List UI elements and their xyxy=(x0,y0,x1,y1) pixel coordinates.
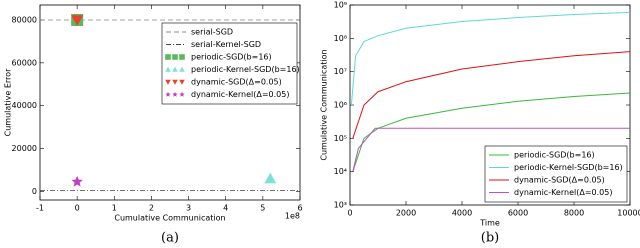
x-tick-label: 6000 xyxy=(508,209,528,218)
legend-marker xyxy=(165,54,171,60)
legend-marker xyxy=(165,91,171,97)
legend-marker xyxy=(179,54,185,60)
y-tick-label: 0 xyxy=(32,187,37,196)
x-tick-label: 5 xyxy=(260,204,265,213)
x-offset-label: 1e8 xyxy=(285,212,300,221)
legend-label: periodic-SGD(b=16) xyxy=(191,53,272,62)
y-tick-label: 10⁸ xyxy=(334,34,347,43)
legend-marker xyxy=(179,79,185,85)
legend-label: periodic-Kernel-SGD(b=16) xyxy=(191,65,300,74)
legend-label: serial-SGD xyxy=(191,28,233,37)
legend-marker xyxy=(165,79,171,85)
legend-label: dynamic-Kernel(Δ=0.05) xyxy=(191,90,289,99)
x-tick-label: -1 xyxy=(36,204,44,213)
legend-label: dynamic-SGD(Δ=0.05) xyxy=(514,176,605,185)
y-tick-label: 10⁹ xyxy=(334,1,347,10)
series-line xyxy=(350,11,631,106)
y-tick-label: 10⁶ xyxy=(334,101,347,110)
series-line xyxy=(352,51,631,139)
x-tick-label: 0 xyxy=(347,209,352,218)
legend-marker xyxy=(179,91,185,97)
caption: (b) xyxy=(481,231,499,246)
marker xyxy=(264,172,277,184)
y-tick-label: 10⁴ xyxy=(334,167,347,176)
legend-marker xyxy=(165,66,171,72)
marker xyxy=(71,15,84,26)
y-tick-label: 10⁷ xyxy=(334,67,347,76)
legend-marker xyxy=(172,54,178,60)
y-tick-label: 80000 xyxy=(12,16,37,25)
y-axis-label: Cumulative Error xyxy=(4,68,13,136)
legend-label: dynamic-SGD(Δ=0.05) xyxy=(191,78,282,87)
x-tick-label: 1 xyxy=(112,204,117,213)
legend-label: periodic-Kernel-SGD(b=16) xyxy=(514,163,623,172)
marker xyxy=(71,175,83,187)
legend-marker xyxy=(172,66,178,72)
y-tick-label: 10³ xyxy=(334,201,347,210)
x-tick-label: 10000 xyxy=(617,209,640,218)
y-tick-label: 20000 xyxy=(12,144,37,153)
series-line xyxy=(352,92,631,172)
y-tick-label: 40000 xyxy=(12,101,37,110)
x-axis-label: Time xyxy=(479,219,500,228)
plot-frame xyxy=(39,4,301,201)
legend-marker xyxy=(179,66,185,72)
x-tick-label: 6 xyxy=(297,204,302,213)
x-tick-label: 4000 xyxy=(452,209,472,218)
legend-label: serial-Kernel-SGD xyxy=(191,40,261,49)
x-tick-label: 3 xyxy=(186,204,191,213)
x-tick-label: 8000 xyxy=(564,209,584,218)
legend-box xyxy=(161,22,298,105)
x-tick-label: 2000 xyxy=(396,209,416,218)
x-tick-label: 2 xyxy=(149,204,154,213)
legend-marker xyxy=(172,79,178,85)
series-line xyxy=(352,127,630,172)
legend-label: dynamic-Kernel(Δ=0.05) xyxy=(514,188,612,197)
caption: (a) xyxy=(161,231,179,246)
y-axis-label: Cumulative Communication xyxy=(320,49,329,160)
legend-label: periodic-SGD(b=16) xyxy=(514,151,595,160)
legend-marker xyxy=(172,91,178,97)
y-tick-label: 60000 xyxy=(12,58,37,67)
x-axis-label: Cumulative Communication xyxy=(114,214,225,223)
x-tick-label: 4 xyxy=(223,204,228,213)
x-tick-label: 0 xyxy=(75,204,80,213)
y-tick-label: 10⁵ xyxy=(334,134,347,143)
